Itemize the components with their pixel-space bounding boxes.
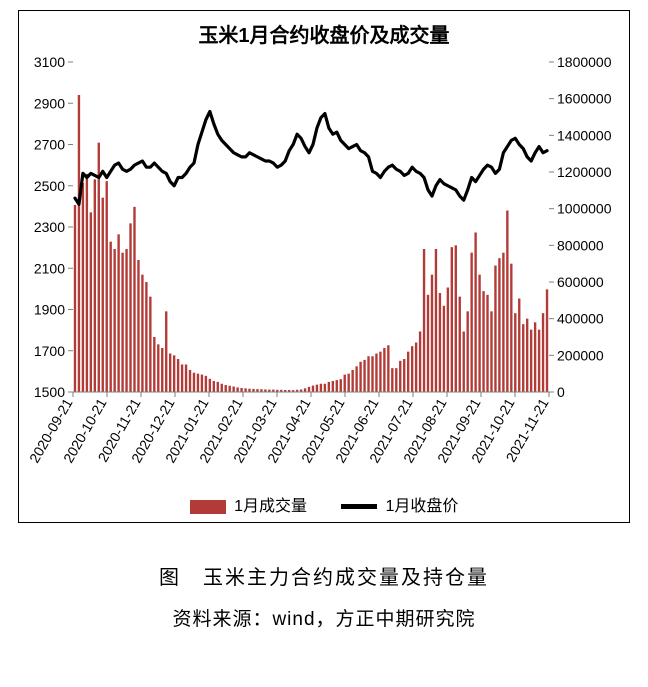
legend-item-volume: 1月成交量 [190,492,307,516]
figure-container: 玉米1月合约收盘价及成交量 15001700190021002300250027… [0,0,648,641]
svg-text:0: 0 [557,384,565,400]
svg-text:200000: 200000 [557,347,604,363]
svg-text:2300: 2300 [34,219,65,235]
svg-text:1000000: 1000000 [557,201,612,217]
svg-text:800000: 800000 [557,237,604,253]
legend-swatch-bar [190,500,226,514]
plot-area: 1500170019002100230025002700290031000200… [25,54,623,484]
legend-swatch-line [341,504,377,509]
svg-text:2700: 2700 [34,137,65,153]
legend-item-close: 1月收盘价 [341,492,458,516]
figure-source: 资料来源：wind，方正中期研究院 [18,604,630,631]
svg-text:400000: 400000 [557,311,604,327]
chart-svg: 1500170019002100230025002700290031000200… [25,54,621,484]
legend: 1月成交量 1月收盘价 [25,492,623,516]
svg-text:3100: 3100 [34,54,65,70]
svg-text:2100: 2100 [34,260,65,276]
svg-text:1800000: 1800000 [557,54,612,70]
svg-text:2900: 2900 [34,95,65,111]
legend-label-close: 1月收盘价 [385,498,458,515]
svg-text:1700: 1700 [34,343,65,359]
chart-title: 玉米1月合约收盘价及成交量 [25,19,623,48]
legend-label-volume: 1月成交量 [234,498,307,515]
svg-text:1400000: 1400000 [557,127,612,143]
svg-text:1900: 1900 [34,302,65,318]
chart-panel: 玉米1月合约收盘价及成交量 15001700190021002300250027… [18,10,630,523]
svg-text:1600000: 1600000 [557,91,612,107]
svg-text:1200000: 1200000 [557,164,612,180]
svg-text:600000: 600000 [557,274,604,290]
figure-caption: 图 玉米主力合约成交量及持仓量 [18,561,630,590]
svg-text:2500: 2500 [34,178,65,194]
